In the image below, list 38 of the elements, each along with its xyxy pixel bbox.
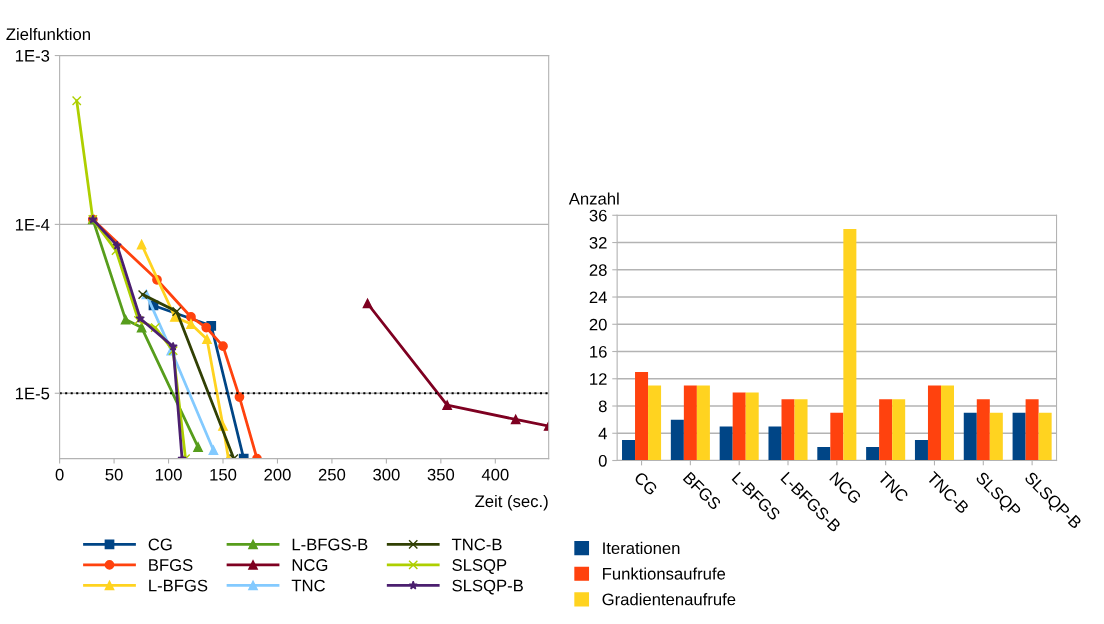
- y-tick-label: 8: [598, 400, 607, 413]
- x-tick-label: 150: [210, 468, 237, 481]
- legend-label: NCG: [292, 559, 328, 571]
- x-tick-label: 50: [105, 468, 123, 481]
- x-tick-label: 300: [373, 468, 400, 481]
- y-tick-label: 1E-3: [15, 49, 50, 62]
- y-tick-label: 20: [589, 318, 607, 331]
- y-tick-label: 32: [589, 236, 607, 249]
- y-tick-label: 36: [589, 209, 607, 222]
- legend-label: L-BFGS-B: [292, 538, 368, 551]
- legend-label: SLSQP-B: [452, 579, 523, 595]
- y-tick-label: 24: [589, 291, 607, 304]
- legend-label: SLSQP: [452, 559, 507, 574]
- legend-label: BFGS: [149, 559, 193, 571]
- y-tick-label: 12: [590, 373, 607, 385]
- x-tick-label: 400: [481, 468, 509, 481]
- y-tick-label: 28: [589, 264, 607, 276]
- y-axis-title: Anzahl: [568, 192, 619, 205]
- y-tick-label: 4: [598, 427, 607, 440]
- y-tick-label: 0: [598, 454, 607, 467]
- legend-label: CG: [148, 538, 172, 551]
- y-tick-label: 16: [590, 345, 607, 358]
- y-tick-label: 1E-4: [15, 218, 50, 231]
- x-tick-label: 200: [264, 468, 291, 481]
- legend-label: L-BFGS: [149, 579, 208, 592]
- x-tick-label: 100: [155, 468, 182, 481]
- x-axis-title: Zeit (sec.): [475, 494, 548, 511]
- y-axis-title: Zielfunktion: [6, 27, 90, 41]
- legend-label: Iterationen: [603, 541, 680, 555]
- legend-label: TNC-B: [451, 538, 502, 551]
- y-tick-label: 1E-5: [15, 387, 50, 400]
- legend-label: TNC: [291, 579, 325, 592]
- x-tick-label: CG: [633, 471, 659, 496]
- x-tick-label: 350: [427, 468, 455, 481]
- x-tick-label: 250: [318, 468, 346, 481]
- legend-label: Gradientenaufrufe: [602, 593, 736, 606]
- legend-label: Funktionsaufrufe: [603, 567, 726, 580]
- x-tick-label: 0: [55, 468, 64, 481]
